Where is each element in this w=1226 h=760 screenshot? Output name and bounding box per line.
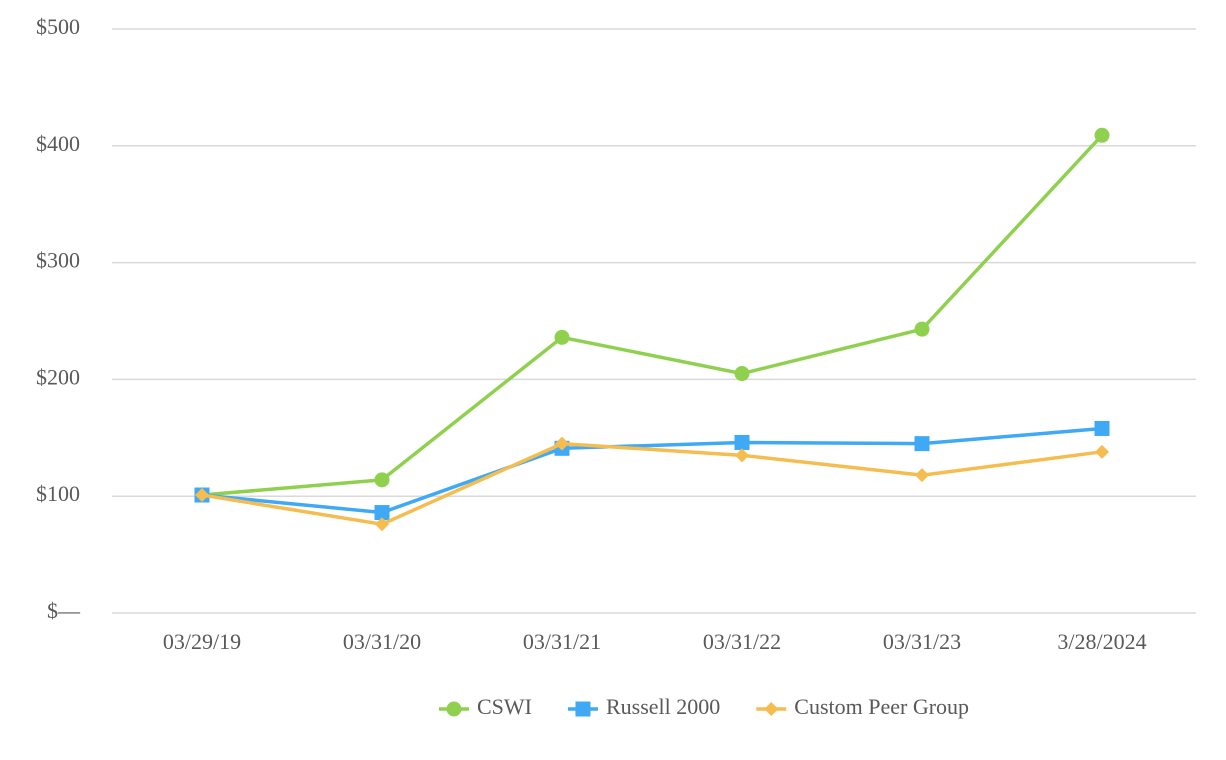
marker (554, 329, 570, 345)
legend-label: Custom Peer Group (794, 694, 969, 719)
series-line (201, 441, 1103, 527)
marker (374, 472, 390, 488)
legend-label: CSWI (477, 694, 532, 719)
legend-marker (764, 702, 779, 716)
series-line (201, 134, 1104, 497)
marker (914, 321, 930, 337)
legend-marker (575, 701, 591, 717)
y-tick-label: $500 (36, 14, 80, 39)
marker (374, 505, 390, 521)
marker (735, 448, 749, 463)
y-tick-label: $— (47, 598, 81, 623)
series-line (201, 426, 1103, 515)
x-tick-label: 3/28/2024 (1057, 629, 1146, 654)
marker (734, 366, 750, 382)
marker (375, 517, 389, 532)
x-tick-label: 03/31/23 (883, 629, 961, 654)
legend-marker (446, 701, 462, 717)
x-tick-label: 03/31/22 (703, 629, 781, 654)
y-tick-label: $100 (36, 481, 80, 506)
marker (555, 436, 569, 451)
marker (914, 436, 930, 452)
y-tick-label: $400 (36, 131, 80, 156)
marker (915, 468, 929, 483)
x-tick-label: 03/29/19 (163, 629, 241, 654)
marker (1095, 444, 1109, 459)
y-tick-label: $300 (36, 248, 80, 273)
marker (1094, 420, 1110, 436)
x-tick-label: 03/31/21 (523, 629, 601, 654)
y-tick-label: $200 (36, 364, 80, 389)
marker (734, 434, 750, 450)
legend-label: Russell 2000 (606, 694, 720, 719)
marker (195, 488, 209, 503)
marker (1094, 127, 1110, 143)
x-tick-label: 03/31/20 (343, 629, 421, 654)
